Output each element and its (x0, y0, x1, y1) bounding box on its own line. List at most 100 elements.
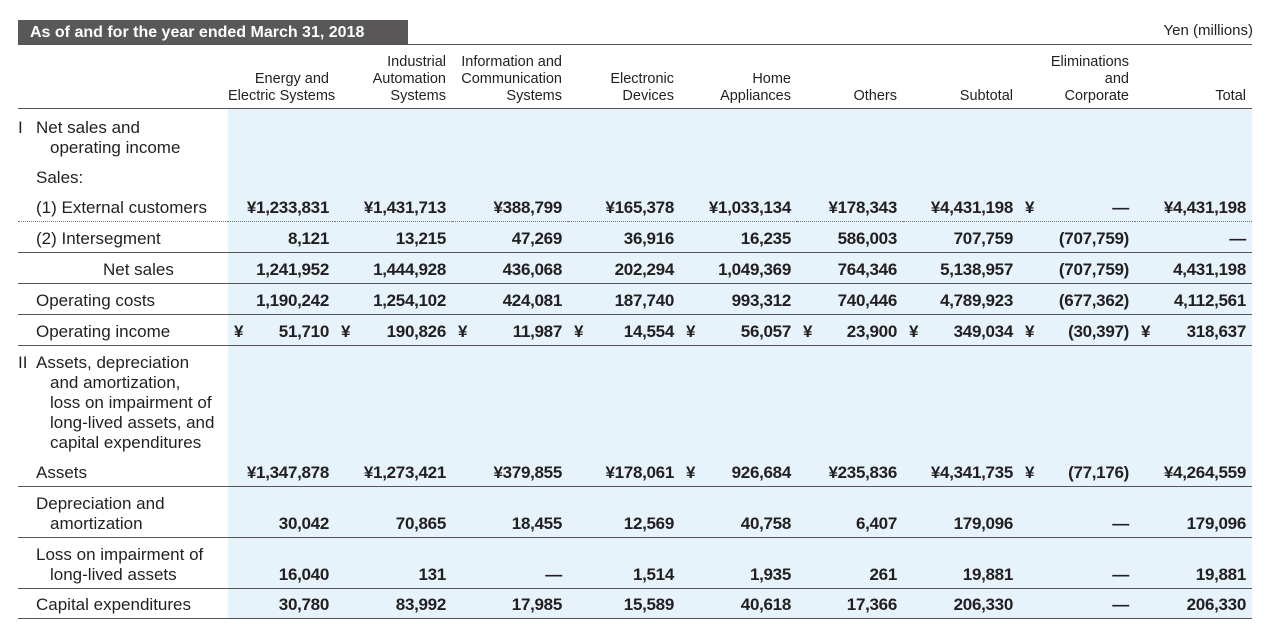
value-cell: 1,254,102 (335, 283, 452, 315)
cell-value: — (1112, 198, 1129, 217)
value-cell: ¥178,061 (568, 455, 680, 487)
header-line: and (1104, 71, 1129, 87)
value-cell (1019, 160, 1135, 191)
value-cell: 1,049,369 (680, 252, 797, 284)
value-cell (797, 108, 903, 161)
header-line: Electronic (610, 71, 674, 87)
value-cell: 47,269 (452, 221, 568, 253)
value-cell: ¥ — (1019, 190, 1135, 222)
value-cell: 707,759 (903, 221, 1019, 253)
value-cell: 19,881 (1135, 537, 1252, 589)
value-cell (1135, 345, 1252, 456)
label-line: Capital expenditures (36, 595, 191, 614)
table-row: Sales: (18, 160, 1252, 191)
value-cell (228, 160, 335, 191)
cell-value: 190,826 (386, 322, 447, 341)
table-row: I Net sales and operating income (18, 108, 1252, 161)
value-cell: 6,407 (797, 486, 903, 538)
label-line: Net sales (103, 260, 174, 279)
cell-value: 51,710 (278, 322, 330, 341)
value-cell: 436,068 (452, 252, 568, 284)
title-bar: As of and for the year ended March 31, 2… (18, 20, 408, 45)
value-cell: ¥1,273,421 (335, 455, 452, 487)
yen-sign: ¥ (341, 322, 351, 341)
row-label: Operating income (18, 315, 228, 346)
value-cell: ¥1,431,713 (335, 190, 452, 222)
value-cell: 202,294 (568, 252, 680, 284)
header-line: Total (1215, 88, 1246, 104)
value-cell (1019, 108, 1135, 161)
value-cell (903, 108, 1019, 161)
table-row: Loss on impairment of long-lived assets 16… (18, 537, 1252, 589)
value-cell (680, 160, 797, 191)
cell-value: 14,554 (623, 322, 675, 341)
value-cell: 17,366 (797, 588, 903, 619)
cell-value: (77,176) (1068, 463, 1129, 482)
value-cell: ¥23,900 (797, 314, 903, 346)
value-cell: — (1135, 221, 1252, 253)
value-cell (335, 345, 452, 456)
label-line: (2) Intersegment (36, 229, 161, 248)
value-cell: 70,865 (335, 486, 452, 538)
label-line: Operating income (36, 322, 171, 341)
yen-sign: ¥ (803, 322, 813, 341)
cell-value: 318,637 (1186, 322, 1247, 341)
value-cell: ¥1,233,831 (228, 190, 335, 222)
value-cell: (707,759) (1019, 221, 1135, 253)
cell-value: 926,684 (731, 463, 792, 482)
header-line: Devices (622, 88, 674, 104)
cell-value: (30,397) (1068, 322, 1129, 341)
row-label: (1) External customers (18, 191, 228, 222)
value-cell (680, 108, 797, 161)
section-numeral: II (18, 352, 28, 372)
value-cell: 40,618 (680, 588, 797, 619)
cell-value: 23,900 (846, 322, 898, 341)
value-cell: 1,935 (680, 537, 797, 589)
value-cell: — (1019, 486, 1135, 538)
value-cell: ¥ (30,397) (1019, 314, 1135, 346)
column-header: Others (797, 44, 903, 109)
yen-sign: ¥ (686, 463, 696, 482)
label-line: Sales: (36, 167, 84, 187)
label-line: (1) External customers (36, 198, 207, 217)
value-cell: ¥318,637 (1135, 314, 1252, 346)
label-line: Net sales and (36, 117, 140, 137)
column-header: Eliminations and Corporate (1019, 44, 1135, 109)
value-cell: 740,446 (797, 283, 903, 315)
yen-sign: ¥ (909, 322, 919, 341)
value-cell: ¥1,347,878 (228, 455, 335, 487)
value-cell: 30,042 (228, 486, 335, 538)
value-cell: ¥1,033,134 (680, 190, 797, 222)
row-label: Capital expenditures (18, 589, 228, 619)
value-cell: 18,455 (452, 486, 568, 538)
header-line: Electric Systems (228, 88, 336, 104)
header-line: Communication (461, 71, 562, 87)
value-cell: 40,758 (680, 486, 797, 538)
value-cell: 261 (797, 537, 903, 589)
value-cell (568, 108, 680, 161)
header-line: Systems (506, 88, 562, 104)
header-line: Systems (390, 88, 446, 104)
value-cell: 586,003 (797, 221, 903, 253)
value-cell: 12,569 (568, 486, 680, 538)
value-cell (452, 345, 568, 456)
yen-sign: ¥ (686, 322, 696, 341)
yen-sign: ¥ (1025, 463, 1035, 482)
unit-label: Yen (millions) (1163, 22, 1253, 39)
header-line: Eliminations (1050, 54, 1129, 70)
value-cell: 83,992 (335, 588, 452, 619)
value-cell: ¥4,431,198 (903, 190, 1019, 222)
value-cell (903, 345, 1019, 456)
yen-sign: ¥ (1025, 198, 1035, 217)
value-cell: 4,789,923 (903, 283, 1019, 315)
table-row: Operating income ¥51,710 ¥190,826 ¥11,987 ¥1… (18, 314, 1252, 346)
row-label: Sales: (18, 161, 228, 191)
header-row: Energy and Electric Systems Industrial Auto… (18, 44, 1252, 109)
label-line: Assets, depreciation (36, 352, 190, 372)
value-cell: 1,444,928 (335, 252, 452, 284)
value-cell: 5,138,957 (903, 252, 1019, 284)
header-line: Others (853, 88, 897, 104)
value-cell: 993,312 (680, 283, 797, 315)
column-header: Subtotal (903, 44, 1019, 109)
value-cell: ¥388,799 (452, 190, 568, 222)
